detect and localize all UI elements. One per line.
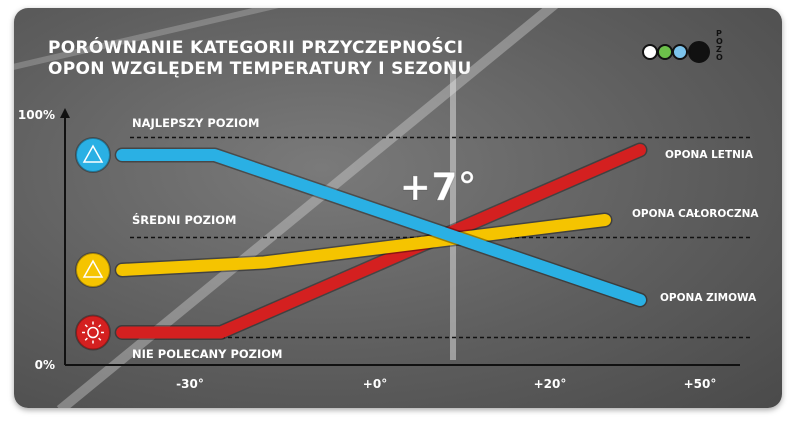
series-label: OPONA CAŁOROCZNA: [632, 208, 759, 220]
y-tick-label: 0%: [35, 358, 55, 372]
series-line-sun: [116, 144, 646, 339]
sun-icon-ray: [98, 324, 102, 328]
sun-icon: [75, 314, 111, 351]
logo-circle: [642, 44, 658, 60]
series-label: OPONA ZIMOWA: [660, 292, 757, 304]
sun-icon-ray: [84, 324, 88, 328]
y-axis-arrow: [60, 108, 70, 118]
logo-circle: [657, 44, 673, 60]
sun-snow-icon: [75, 252, 111, 288]
sun-icon-ray: [84, 337, 88, 341]
series-label: OPONA LETNIA: [665, 149, 754, 161]
title-line-1: PORÓWNANIE KATEGORII PRZYCZEPNOŚCI: [48, 38, 464, 58]
logo-circle: [672, 44, 688, 60]
series-line-snow-mountain: [116, 149, 646, 306]
road-marking: [56, 8, 559, 408]
x-tick-label: +0°: [363, 377, 387, 391]
road-marking: [14, 8, 279, 70]
reference-level-label: NIE POLECANY POZIOM: [132, 347, 283, 361]
title-line-2: OPON WZGLĘDEM TEMPERATURY I SEZONU: [48, 59, 472, 79]
x-tick-label: -30°: [176, 377, 204, 391]
logo-letter: P: [716, 29, 722, 38]
x-tick-label: +50°: [684, 377, 717, 391]
logo-letter: O: [716, 53, 723, 62]
infographic-card: PORÓWNANIE KATEGORII PRZYCZEPNOŚCI OPON …: [14, 8, 782, 408]
temperature-annotation: +7°: [399, 165, 476, 209]
logo-circle: [688, 41, 710, 63]
x-tick-label: +20°: [534, 377, 567, 391]
sun-icon-core: [87, 326, 99, 339]
logo-letter: Z: [716, 45, 722, 54]
mountain-icon: [82, 259, 104, 278]
logo-letter: O: [716, 37, 723, 46]
chart-title: PORÓWNANIE KATEGORII PRZYCZEPNOŚCI OPON …: [48, 38, 472, 80]
y-tick-label: 100%: [18, 108, 55, 122]
reference-level-label: ŚREDNI POZIOM: [132, 212, 237, 227]
mountain-icon: [82, 144, 104, 163]
reference-level-label: NAJLEPSZY POZIOM: [132, 116, 259, 130]
sun-icon-ray: [98, 337, 102, 341]
series-line-sun-snow: [116, 214, 611, 276]
snow-mountain-icon: [75, 137, 111, 173]
